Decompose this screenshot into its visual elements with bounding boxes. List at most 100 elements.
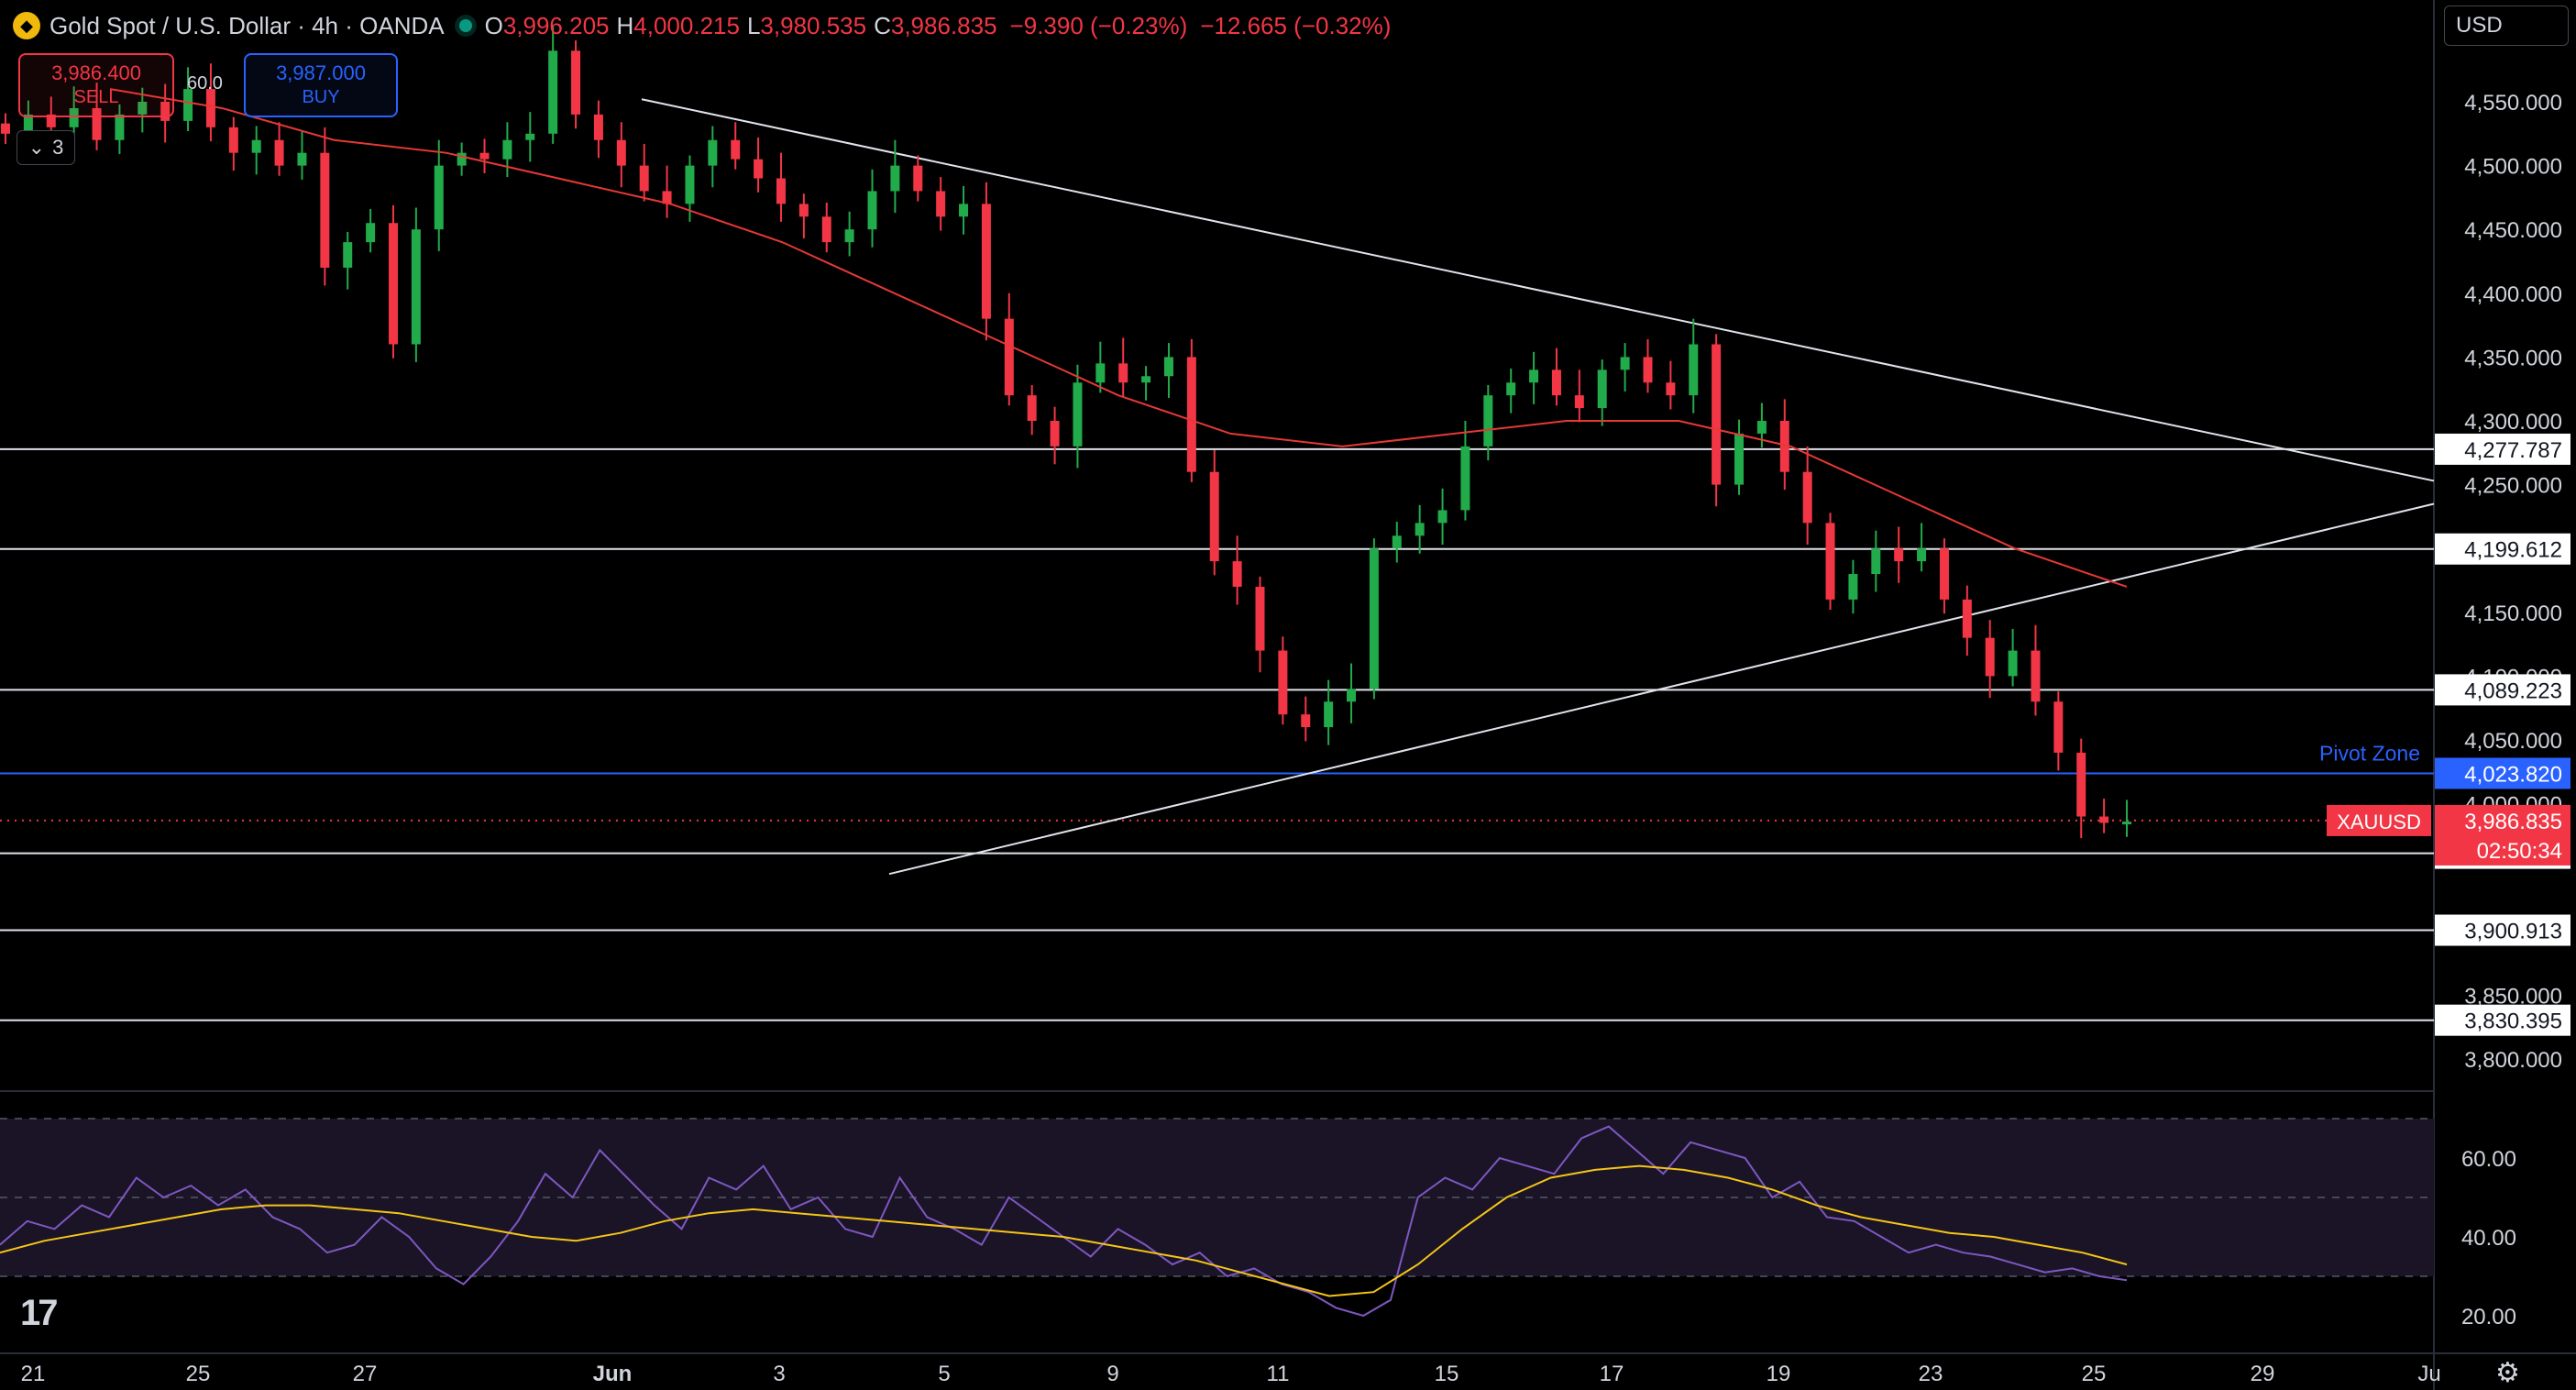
candle-body (1871, 548, 1881, 575)
candle-body (1597, 370, 1607, 409)
level-price-label: 3,900.913 (2464, 920, 2562, 944)
time-tick-label: 11 (1267, 1362, 1290, 1386)
candle-body (1232, 561, 1242, 587)
candle-body (1392, 535, 1402, 549)
low-value: 3,980.535 (760, 11, 867, 39)
candle-body (160, 102, 171, 121)
time-tick-label: Jun (593, 1362, 633, 1386)
rsi-tick-label: 20.00 (2461, 1305, 2516, 1329)
time-tick-label: 25 (2082, 1362, 2107, 1386)
sell-button[interactable]: 3,986.400 SELL (18, 53, 174, 117)
currency-select[interactable]: USD (2444, 6, 2569, 46)
candle-body (1985, 637, 1995, 677)
level-price-label: 4,199.612 (2464, 538, 2562, 563)
candle-body (1734, 433, 1745, 485)
candle-body (798, 204, 809, 217)
buy-button[interactable]: 3,987.000 BUY (244, 53, 398, 117)
open-value: 3,996.205 (502, 11, 610, 39)
candle-body (616, 139, 626, 166)
candle-body (662, 191, 672, 204)
buy-price: 3,987.000 (276, 61, 366, 84)
level-price-label: 4,277.787 (2464, 438, 2562, 463)
chevron-down-icon: ⌄ (28, 136, 46, 159)
candle-body (2099, 816, 2109, 823)
pivot-price-tag (2435, 757, 2570, 789)
level-price-tag (2435, 433, 2570, 465)
price-tick-label: 4,500.000 (2464, 155, 2562, 180)
spread-value: 60.0 (187, 73, 223, 94)
pivot-zone-label: Pivot Zone (2319, 741, 2420, 765)
candle-body (1301, 714, 1311, 728)
change-value: −9.390 (−0.23%) (1009, 11, 1188, 39)
rsi-ma-line (0, 1164, 2128, 1297)
time-tick-label: 19 (1767, 1362, 1791, 1386)
candle-body (1483, 395, 1493, 447)
candle-body (1666, 382, 1676, 396)
gold-symbol-icon: ◆ (13, 12, 40, 39)
time-tick-label: 29 (2251, 1362, 2275, 1386)
candle-body (1004, 318, 1014, 396)
candle-body (366, 223, 376, 243)
candle-body (685, 165, 695, 204)
time-tick-label: 23 (1919, 1362, 1943, 1386)
candle-body (1643, 357, 1653, 383)
candle-body (1118, 363, 1128, 383)
candle-body (2053, 701, 2064, 753)
candle-body (1574, 395, 1584, 409)
candle-body (2076, 752, 2086, 817)
candle-body (981, 204, 991, 319)
level-price-label: 4,089.223 (2464, 678, 2562, 703)
symbol-title[interactable]: Gold Spot / U.S. Dollar · 4h · OANDA (50, 11, 445, 39)
candle-body (479, 152, 490, 160)
price-tick-label: 4,450.000 (2464, 218, 2562, 243)
high-value: 4,000.215 (633, 11, 740, 39)
indicator-count: 3 (52, 136, 64, 159)
candle-body (2122, 822, 2131, 825)
price-tick-label: 4,350.000 (2464, 346, 2562, 370)
candle-body (46, 114, 56, 127)
time-tick-label: 27 (353, 1362, 378, 1386)
candle-body (1460, 446, 1470, 511)
candle-body (1712, 344, 1722, 485)
candle-body (1894, 548, 1904, 562)
candle-body (1437, 510, 1448, 524)
descending-trendline (641, 98, 2435, 482)
price-tick-label: 3,800.000 (2464, 1048, 2562, 1073)
gear-icon[interactable]: ⚙ (2495, 1358, 2520, 1388)
sell-price: 3,986.400 (51, 61, 141, 84)
candle-body (936, 191, 946, 217)
candle-body (1324, 701, 1334, 728)
time-tick-label: 3 (773, 1362, 785, 1386)
candle-body (571, 50, 581, 115)
candle-body (297, 152, 307, 166)
candle-body (1347, 689, 1357, 702)
candle-body (1163, 357, 1173, 377)
price-tick-label: 4,300.000 (2464, 410, 2562, 435)
indicators-collapse-button[interactable]: ⌄ 3 (17, 130, 75, 165)
time-tick-label: Ju (2417, 1362, 2440, 1386)
rsi-tick-label: 60.00 (2461, 1147, 2516, 1172)
rsi-tick-label: 40.00 (2461, 1226, 2516, 1251)
candle-body (1278, 650, 1288, 715)
candle-body (1073, 382, 1083, 447)
level-price-tag (2435, 674, 2570, 706)
candle-body (1027, 395, 1037, 421)
candle-body (525, 133, 535, 140)
candle-body (320, 152, 330, 268)
candle-body (1415, 523, 1425, 536)
price-tick-label: 4,250.000 (2464, 474, 2562, 499)
candle-body (1141, 376, 1151, 383)
level-price-tag (2435, 533, 2570, 565)
tradingview-logo-icon: 17 (20, 1293, 58, 1333)
candle-body (1, 123, 10, 134)
candle-body (434, 165, 444, 230)
last-price-label: 3,986.835 (2464, 810, 2562, 834)
close-label: C (874, 11, 891, 39)
price-tick-label: 4,150.000 (2464, 601, 2562, 626)
currency-value: USD (2456, 13, 2503, 38)
candle-body (548, 50, 558, 134)
level-price-tag (2435, 914, 2570, 946)
candle-body (731, 139, 741, 160)
time-tick-label: 21 (21, 1362, 46, 1386)
